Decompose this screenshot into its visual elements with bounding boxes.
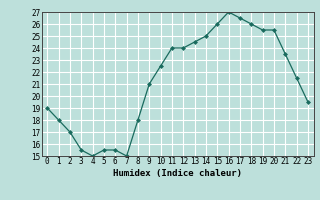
- X-axis label: Humidex (Indice chaleur): Humidex (Indice chaleur): [113, 169, 242, 178]
